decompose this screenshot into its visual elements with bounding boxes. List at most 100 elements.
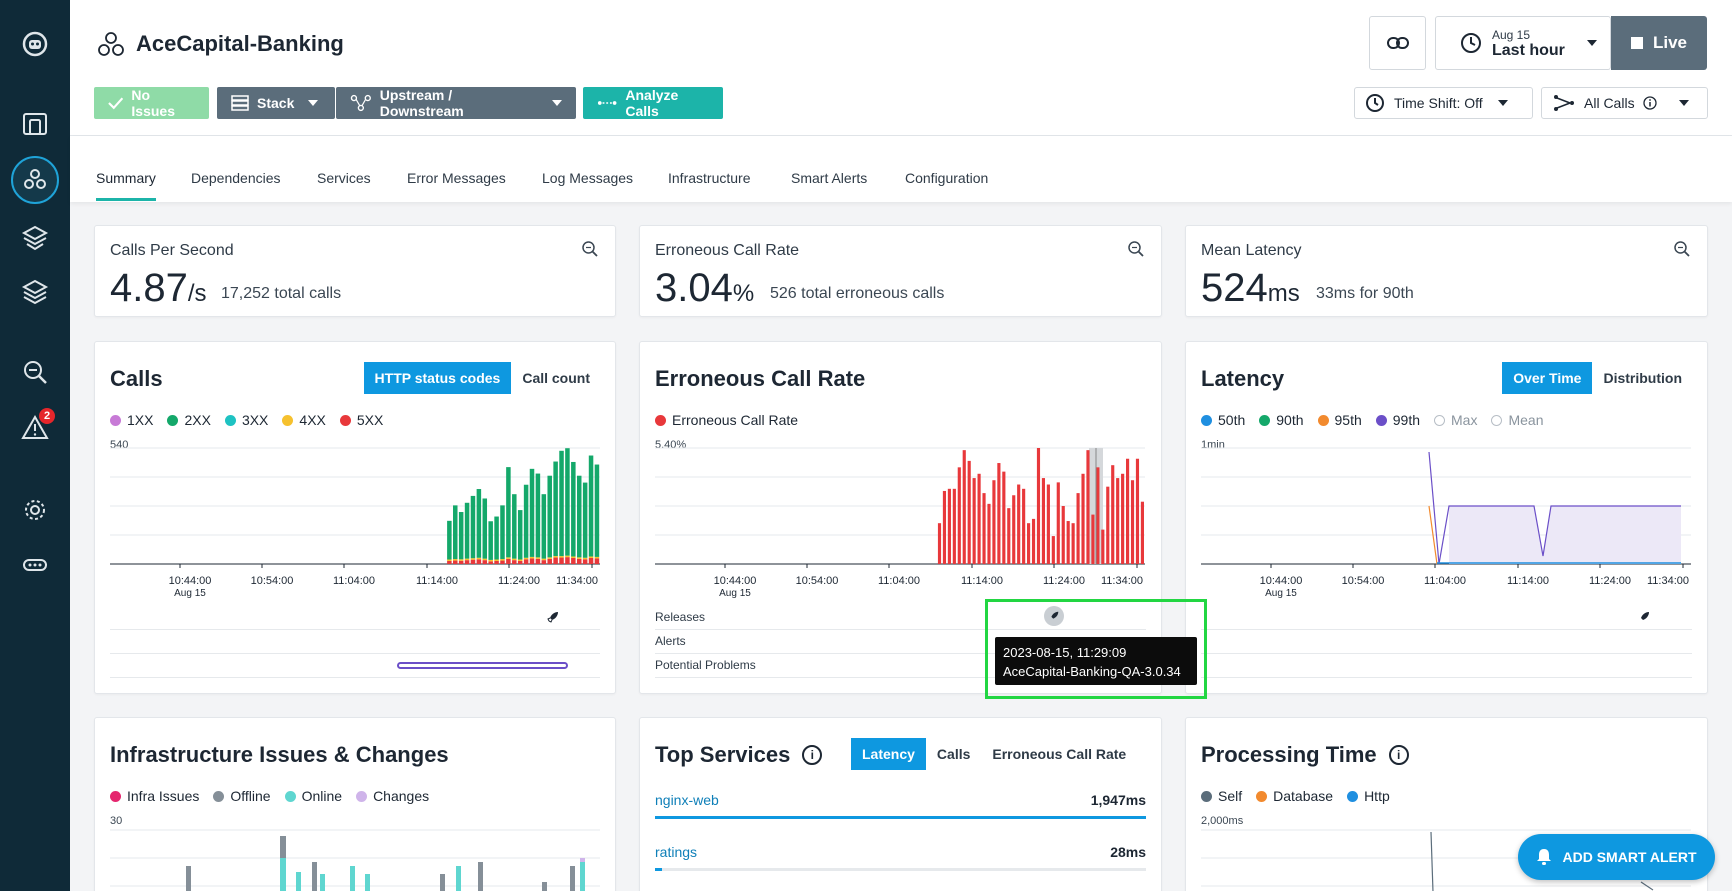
websites-icon[interactable] [15, 104, 55, 144]
legend-item[interactable]: 4XX [282, 412, 326, 428]
tab-infrastructure[interactable]: Infrastructure [668, 170, 751, 186]
calls-bar-4xx [571, 556, 576, 558]
info-icon[interactable]: i [1388, 745, 1409, 765]
infrastructure-icon[interactable] [15, 272, 55, 312]
no-issues-button[interactable]: No Issues [94, 87, 209, 119]
service-row[interactable]: nginx-web 1,947ms [655, 792, 1146, 819]
tab-services[interactable]: Services [317, 170, 371, 186]
legend-item[interactable]: 50th [1201, 412, 1245, 428]
analyze-icon [597, 101, 617, 105]
tab-smart-alerts[interactable]: Smart Alerts [791, 170, 868, 186]
releases-row-label: Releases [655, 610, 706, 624]
zoom-icon[interactable] [581, 240, 599, 258]
more-icon[interactable] [15, 545, 55, 585]
tab-dependencies[interactable]: Dependencies [191, 170, 281, 186]
service-row[interactable]: ratings 28ms [655, 844, 1146, 871]
time-range-picker[interactable]: Aug 15 Last hour [1435, 16, 1611, 70]
legend-item[interactable]: 99th [1375, 412, 1420, 428]
release-rocket-icon[interactable] [1637, 610, 1651, 624]
error-rate-bar [1140, 501, 1144, 564]
erroneous-call-rate-button[interactable]: Erroneous Call Rate [992, 746, 1127, 762]
infra-bar [320, 874, 325, 891]
legend-dot [284, 790, 296, 802]
tab-summary[interactable]: Summary [96, 170, 156, 201]
tab-error-messages[interactable]: Error Messages [407, 170, 506, 186]
stack-dropdown[interactable]: Stack [217, 87, 335, 119]
legend-item[interactable]: 95th [1317, 412, 1362, 428]
platforms-icon[interactable] [15, 218, 55, 258]
calls-bar-4xx [506, 557, 511, 559]
legend-item[interactable]: Offline [213, 788, 271, 804]
service-name[interactable]: ratings [655, 844, 698, 860]
calls-bar-4xx [458, 559, 464, 561]
analytics-icon[interactable] [15, 352, 55, 392]
tab-configuration[interactable]: Configuration [905, 170, 989, 186]
kpi-subtext: 526 total erroneous calls [770, 285, 945, 302]
error-rate-bar [1096, 467, 1100, 564]
infra-bar [350, 866, 355, 891]
add-smart-alert-button[interactable]: ADD SMART ALERT [1518, 834, 1715, 880]
all-calls-dropdown[interactable]: All Calls [1541, 87, 1708, 119]
legend-item[interactable]: 90th [1259, 412, 1304, 428]
infra-bar [580, 858, 585, 862]
kpi-mean-latency: Mean Latency 524ms 33ms for 90th [1185, 225, 1708, 317]
infra-bar [580, 862, 585, 891]
calls-chart [110, 447, 600, 568]
release-marker[interactable] [1044, 606, 1064, 626]
zoom-icon[interactable] [1127, 240, 1145, 258]
zoom-icon[interactable] [1673, 240, 1691, 258]
applications-icon[interactable] [11, 156, 59, 204]
time-shift-dropdown[interactable]: Time Shift: Off [1354, 87, 1533, 119]
legend-item[interactable]: Erroneous Call Rate [655, 412, 798, 428]
call-count-button[interactable]: Call count [522, 370, 590, 386]
calls-bar-5xx [588, 557, 594, 564]
distribution-button[interactable]: Distribution [1603, 370, 1682, 386]
instana-logo-icon[interactable] [15, 24, 55, 64]
info-icon[interactable]: i [802, 745, 823, 765]
analyze-calls-button[interactable]: Analyze Calls [583, 87, 723, 119]
calls-bar-2xx [571, 461, 576, 557]
share-link-button[interactable] [1369, 16, 1426, 70]
error-rate-bar [1086, 450, 1090, 564]
latency-button[interactable]: Latency [851, 738, 926, 770]
legend-item[interactable]: Online [284, 788, 342, 804]
calls-bar-5xx [547, 558, 552, 564]
legend-label: Mean [1508, 412, 1544, 428]
live-button[interactable]: Live [1611, 16, 1707, 70]
calls-bar-4xx [541, 558, 547, 561]
legend-item[interactable]: Infra Issues [110, 788, 199, 804]
service-name[interactable]: nginx-web [655, 792, 719, 808]
over-time-button[interactable]: Over Time [1502, 362, 1593, 394]
events-icon[interactable]: 2 [15, 408, 55, 448]
legend-dot [110, 414, 121, 426]
calls-bar-5xx [476, 559, 482, 564]
legend-item[interactable]: Mean [1491, 412, 1543, 428]
legend-item[interactable]: Max [1434, 412, 1477, 428]
http-status-codes-button[interactable]: HTTP status codes [363, 362, 512, 394]
row-divider [1201, 653, 1692, 654]
kpi-unit: /s [187, 280, 207, 307]
upstream-downstream-dropdown[interactable]: Upstream / Downstream [336, 87, 576, 119]
legend-item[interactable]: Changes [356, 788, 429, 804]
calls-bar-2xx [488, 521, 493, 560]
legend-item[interactable]: 2XX [167, 412, 211, 428]
legend-label: 1XX [127, 412, 154, 428]
legend-item[interactable]: Http [1347, 788, 1390, 804]
x-tick-label: 11:34:00 [1646, 575, 1689, 587]
calls-button[interactable]: Calls [936, 746, 971, 762]
tab-log-messages[interactable]: Log Messages [542, 170, 634, 186]
calls-bar-5xx [506, 558, 511, 564]
release-rocket-icon[interactable] [546, 610, 560, 624]
alert-range-bar[interactable] [397, 662, 568, 669]
kpi-value-group: 524ms [1201, 266, 1300, 311]
info-icon[interactable] [1642, 96, 1657, 110]
calls-bar-4xx [582, 557, 588, 560]
latency-95th-line [1428, 505, 1438, 565]
legend-item[interactable]: 3XX [224, 412, 268, 428]
legend-item[interactable]: 5XX [339, 412, 383, 428]
legend-item[interactable]: Database [1256, 788, 1333, 804]
legend-item[interactable]: Self [1201, 788, 1242, 804]
x-tick-label: 11:34:00 [555, 575, 598, 587]
legend-item[interactable]: 1XX [110, 412, 153, 428]
settings-icon[interactable] [15, 490, 55, 530]
